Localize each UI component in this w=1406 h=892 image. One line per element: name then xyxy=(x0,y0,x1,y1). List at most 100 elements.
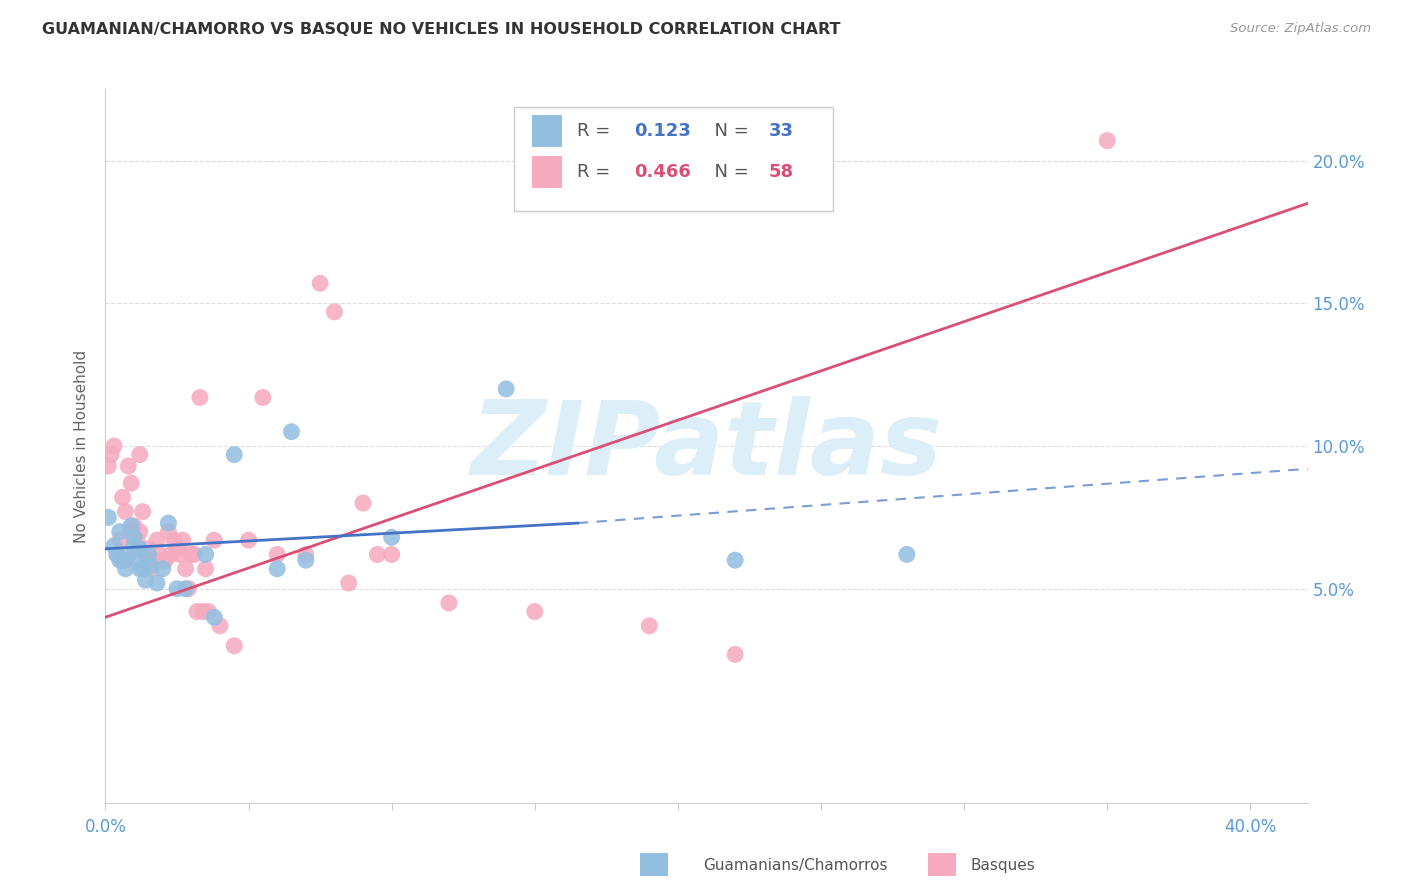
Point xyxy=(146,533,169,548)
Point xyxy=(100,448,122,462)
Point xyxy=(266,562,288,576)
Point xyxy=(141,558,163,573)
Text: Source: ZipAtlas.com: Source: ZipAtlas.com xyxy=(1230,22,1371,36)
Point xyxy=(309,277,332,291)
Point xyxy=(1095,134,1118,148)
Point xyxy=(111,491,134,505)
Text: Basques: Basques xyxy=(970,858,1035,872)
Point xyxy=(183,548,205,562)
Point xyxy=(188,391,211,405)
Point xyxy=(238,533,260,548)
Point xyxy=(169,548,191,562)
Point xyxy=(114,505,136,519)
Point xyxy=(103,539,125,553)
Point xyxy=(122,519,145,533)
Point xyxy=(160,548,183,562)
Point xyxy=(131,562,153,576)
Text: ZIPatlas: ZIPatlas xyxy=(471,395,942,497)
Point xyxy=(266,548,288,562)
Point xyxy=(141,562,163,576)
Point xyxy=(117,548,139,562)
Point xyxy=(128,562,150,576)
Text: N =: N = xyxy=(703,122,755,140)
Point xyxy=(295,553,318,567)
Point xyxy=(103,439,125,453)
Point xyxy=(280,425,302,439)
Point xyxy=(128,524,150,539)
Text: Guamanians/Chamorros: Guamanians/Chamorros xyxy=(703,858,887,872)
Text: N =: N = xyxy=(703,162,755,180)
Point xyxy=(143,553,166,567)
Text: 58: 58 xyxy=(769,162,794,180)
Point xyxy=(172,533,194,548)
Text: GUAMANIAN/CHAMORRO VS BASQUE NO VEHICLES IN HOUSEHOLD CORRELATION CHART: GUAMANIAN/CHAMORRO VS BASQUE NO VEHICLES… xyxy=(42,22,841,37)
Point xyxy=(166,582,188,596)
Point xyxy=(896,548,918,562)
Point xyxy=(138,541,160,556)
Point xyxy=(724,553,747,567)
Point xyxy=(163,533,186,548)
Point xyxy=(120,476,142,491)
Point xyxy=(122,539,145,553)
Point xyxy=(135,548,157,562)
Point xyxy=(105,548,128,562)
Point xyxy=(180,548,202,562)
Point xyxy=(337,576,360,591)
Point xyxy=(191,605,214,619)
Point xyxy=(437,596,460,610)
Point xyxy=(128,448,150,462)
Point xyxy=(638,619,661,633)
Text: 33: 33 xyxy=(769,122,794,140)
Point xyxy=(323,305,346,319)
Point xyxy=(174,562,197,576)
Text: 0.123: 0.123 xyxy=(634,122,692,140)
FancyBboxPatch shape xyxy=(515,107,832,211)
Point xyxy=(523,605,546,619)
Point xyxy=(197,605,219,619)
Text: 0.466: 0.466 xyxy=(634,162,692,180)
Point xyxy=(125,553,148,567)
Point xyxy=(128,541,150,556)
Point xyxy=(366,548,388,562)
Point xyxy=(252,391,274,405)
Point xyxy=(141,553,163,567)
Point xyxy=(224,639,246,653)
Point xyxy=(202,533,225,548)
Point xyxy=(295,548,318,562)
Point xyxy=(97,510,120,524)
Point xyxy=(202,610,225,624)
Point xyxy=(135,573,157,587)
Point xyxy=(108,533,131,548)
Point xyxy=(138,548,160,562)
Point xyxy=(108,553,131,567)
Point xyxy=(208,619,231,633)
Point xyxy=(381,530,404,544)
Point xyxy=(174,582,197,596)
Point xyxy=(381,548,404,562)
Point xyxy=(97,458,120,473)
Point xyxy=(495,382,517,396)
Point xyxy=(186,605,208,619)
Point xyxy=(120,524,142,539)
Point xyxy=(114,562,136,576)
Point xyxy=(157,524,180,539)
Point xyxy=(117,458,139,473)
Point xyxy=(131,505,153,519)
Point xyxy=(120,519,142,533)
Point xyxy=(149,548,172,562)
Point xyxy=(114,553,136,567)
Y-axis label: No Vehicles in Household: No Vehicles in Household xyxy=(75,350,90,542)
Point xyxy=(111,553,134,567)
Point xyxy=(177,582,200,596)
Point xyxy=(166,541,188,556)
Point xyxy=(194,548,217,562)
Point xyxy=(108,524,131,539)
Point xyxy=(157,516,180,530)
Point xyxy=(224,448,246,462)
Point xyxy=(194,562,217,576)
FancyBboxPatch shape xyxy=(533,115,562,147)
Point xyxy=(152,562,174,576)
Point xyxy=(155,553,177,567)
Text: R =: R = xyxy=(576,162,621,180)
Text: R =: R = xyxy=(576,122,621,140)
